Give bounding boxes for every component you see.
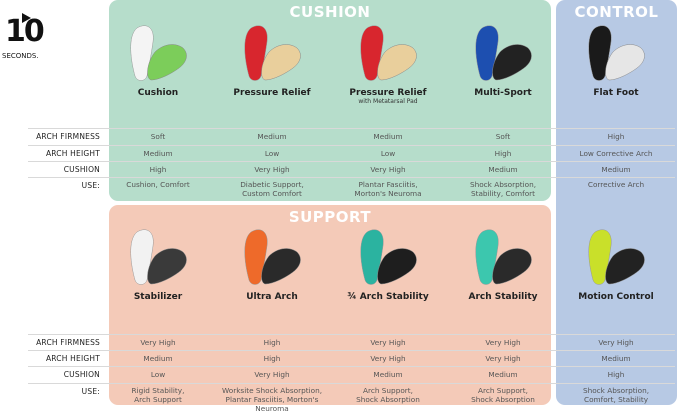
insole-image <box>588 25 645 81</box>
spec-cell: Low <box>150 370 166 379</box>
spec-cell: Shock Absorption, Comfort, Stability <box>582 386 650 404</box>
product-cushion: Cushion <box>101 22 215 98</box>
support-panel <box>109 205 551 405</box>
spec-cell: Shock Absorption, Stability, Comfort <box>469 180 537 198</box>
support-section-title: SUPPORT <box>288 208 372 226</box>
spec-cell: Very High <box>485 354 521 363</box>
cushion-panel <box>109 0 551 201</box>
insole-image <box>130 25 187 81</box>
product-name: ¾ Arch Stability <box>347 292 429 302</box>
row-label-arch-height: ARCH HEIGHT <box>45 354 100 363</box>
product-ultra-arch: Ultra Arch <box>215 226 329 302</box>
product-name: Cushion <box>137 88 179 98</box>
product-name: Pressure Relief <box>233 88 311 98</box>
row-label-use: USE: <box>81 387 100 396</box>
spec-cell: Medium <box>143 149 173 158</box>
spec-cell: Medium <box>143 354 173 363</box>
product-flat-foot: Flat Foot <box>559 22 673 98</box>
row-label-cushion: CUSHION <box>63 165 100 174</box>
product-name: Pressure Relief <box>349 88 427 98</box>
product-pressure-relief: Pressure Relief <box>215 22 329 98</box>
product-arch-stability: Arch Stability <box>446 226 560 302</box>
insole-image <box>360 229 417 285</box>
spec-cell: Medium <box>257 132 287 141</box>
control-section-title: CONTROL <box>574 3 659 21</box>
insole-image <box>588 229 645 285</box>
row-divider <box>28 145 675 146</box>
cushion-section-title: CUSHION <box>289 3 371 21</box>
spec-cell: High <box>607 370 625 379</box>
row-label-arch-height: ARCH HEIGHT <box>45 149 100 158</box>
product-name: Stabilizer <box>133 292 183 302</box>
insole-image <box>130 229 187 285</box>
spec-cell: Medium <box>373 370 403 379</box>
spec-cell: Very High <box>598 338 634 347</box>
insole-image <box>244 229 301 285</box>
row-divider <box>28 161 675 162</box>
spec-cell: Very High <box>140 338 176 347</box>
product-name: Flat Foot <box>593 88 639 98</box>
row-divider <box>28 128 675 129</box>
spec-cell: Soft <box>150 132 166 141</box>
insole-image <box>475 25 532 81</box>
insole-image <box>360 25 417 81</box>
spec-cell: High <box>263 338 281 347</box>
spec-cell: Low <box>380 149 396 158</box>
spec-cell: Very High <box>485 338 521 347</box>
row-label-use: USE: <box>81 181 100 190</box>
flag-icon <box>22 13 31 23</box>
spec-cell: Worksite Shock Absorption, Plantar Fasci… <box>221 386 323 413</box>
spec-cell: Very High <box>254 370 290 379</box>
spec-cell: Arch Support, Shock Absorption <box>356 386 420 404</box>
spec-cell: Cushion, Comfort <box>126 180 190 189</box>
spec-cell: Soft <box>495 132 511 141</box>
spec-cell: Medium <box>601 165 631 174</box>
spec-cell: High <box>149 165 167 174</box>
row-divider <box>28 350 675 351</box>
row-divider <box>28 177 675 178</box>
product-name: Arch Stability <box>468 292 538 302</box>
brand-logo: 10 SECONDS. <box>2 6 46 66</box>
spec-cell: Medium <box>488 370 518 379</box>
spec-cell: High <box>494 149 512 158</box>
row-divider <box>28 334 675 335</box>
spec-cell: Corrective Arch <box>587 180 645 189</box>
spec-cell: Very High <box>370 165 406 174</box>
spec-cell: Very High <box>254 165 290 174</box>
spec-cell: Rigid Stability, Arch Support <box>131 386 185 404</box>
spec-cell: Low Corrective Arch <box>579 149 653 158</box>
spec-cell: Plantar Fasciitis, Morton's Neuroma <box>354 180 422 198</box>
product-name: Ultra Arch <box>246 292 298 302</box>
product-name: Motion Control <box>578 292 654 302</box>
row-divider <box>28 383 675 384</box>
spec-cell: Medium <box>601 354 631 363</box>
product-subtitle: with Metatarsal Pad <box>358 98 418 105</box>
product-name: Multi-Sport <box>474 88 532 98</box>
insole-image <box>475 229 532 285</box>
spec-cell: Low <box>264 149 280 158</box>
spec-cell: Medium <box>488 165 518 174</box>
spec-cell: High <box>607 132 625 141</box>
spec-cell: Very High <box>370 354 406 363</box>
spec-cell: Medium <box>373 132 403 141</box>
spec-cell: Diabetic Support, Custom Comfort <box>240 180 304 198</box>
spec-cell: High <box>263 354 281 363</box>
row-label-arch-firmness: ARCH FIRMNESS <box>36 338 100 347</box>
logo-word: SECONDS. <box>2 52 39 60</box>
spec-cell: Very High <box>370 338 406 347</box>
insole-image <box>244 25 301 81</box>
spec-cell: Arch Support, Shock Absorption <box>471 386 535 404</box>
product-motion-control: Motion Control <box>559 226 673 302</box>
row-divider <box>28 366 675 367</box>
product--arch-stability: ¾ Arch Stability <box>331 226 445 302</box>
product-pressure-relief: Pressure Relief with Metatarsal Pad <box>331 22 445 105</box>
row-label-cushion: CUSHION <box>63 370 100 379</box>
product-multi-sport: Multi-Sport <box>446 22 560 98</box>
product-stabilizer: Stabilizer <box>101 226 215 302</box>
row-label-arch-firmness: ARCH FIRMNESS <box>36 132 100 141</box>
